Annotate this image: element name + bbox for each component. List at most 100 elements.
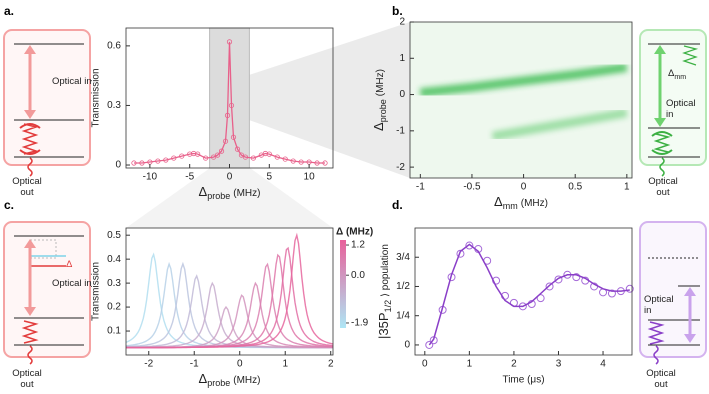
x-tick-label: -0.5 <box>463 182 481 193</box>
plot-area <box>425 241 634 349</box>
colorbar-tick-label: 0.0 <box>351 270 365 281</box>
label-main: Δ <box>199 371 208 386</box>
data-point <box>536 294 545 303</box>
optical-out: Optical out <box>646 368 676 390</box>
data-point <box>224 112 231 118</box>
ridge <box>419 62 628 98</box>
optical-out: Optical out <box>648 176 678 198</box>
y-tick-label: -2 <box>396 162 405 173</box>
label-sub: 1/2 <box>383 300 393 313</box>
panel-label: d. <box>392 198 403 212</box>
data-point <box>222 138 229 144</box>
y-tick-label: 0 <box>399 89 405 100</box>
x-tick-label: 0 <box>521 182 527 193</box>
level-diagram <box>3 29 91 177</box>
optical-in: Optical in <box>52 278 92 289</box>
colorbar <box>340 240 346 328</box>
plot-area <box>410 22 632 178</box>
zoom-connector <box>249 22 410 178</box>
optical-out: Optical out <box>12 368 42 390</box>
x-tick-label: 2 <box>328 359 334 370</box>
panel-label: c. <box>4 198 15 212</box>
data-point <box>572 273 581 282</box>
label-rest: (MHz) <box>375 69 386 96</box>
data-point <box>282 156 288 162</box>
data-point <box>234 146 241 152</box>
y-tick-label: 0.3 <box>107 100 121 111</box>
data-point <box>322 160 328 166</box>
symbol: Δ <box>668 68 675 79</box>
axes-frame <box>414 227 633 356</box>
y-tick-label: 1 <box>399 53 405 64</box>
data-point <box>179 153 185 159</box>
y-tick-label: 0.1 <box>107 326 121 337</box>
optical-in: Optical in <box>644 294 674 316</box>
data-point <box>290 158 296 164</box>
data-point <box>250 155 256 161</box>
data-point <box>266 151 272 157</box>
data-point <box>314 160 320 166</box>
heatmap-background <box>410 22 632 178</box>
data-point <box>139 160 145 166</box>
level-diagram <box>639 29 707 177</box>
plot-area <box>131 27 328 169</box>
y-tick-label: 2 <box>399 17 405 28</box>
axes-frame <box>409 21 633 179</box>
optical-out: Optical out <box>12 176 42 198</box>
x-tick-label: 0 <box>237 359 243 370</box>
data-point <box>625 284 634 293</box>
label-main: |35P <box>376 312 391 339</box>
data-point <box>203 155 209 161</box>
label-main: Δ <box>371 122 386 131</box>
delta-label: Δ <box>66 259 73 270</box>
data-point <box>456 249 465 258</box>
x-tick-label: -2 <box>144 359 153 370</box>
fit-line <box>428 243 630 346</box>
x-tick-label: 1 <box>467 359 473 370</box>
ridge <box>491 108 628 141</box>
x-tick-label: -10 <box>143 172 158 183</box>
label-sub: mm <box>503 201 518 211</box>
axis-label: |35P1/2 ⟩ population <box>376 244 393 339</box>
x-tick-label: 1 <box>282 359 288 370</box>
level-diagram <box>639 221 707 365</box>
x-tick-label: 0 <box>422 359 428 370</box>
subscript: mm <box>674 73 687 81</box>
data-point <box>195 151 201 157</box>
colorbar-label: Δ (MHz) <box>336 227 373 238</box>
optical-in: Optical in <box>666 98 696 120</box>
axis-label: Δprobe (MHz) <box>371 69 388 131</box>
level-diagram <box>3 221 91 365</box>
data-point <box>131 160 137 166</box>
optical-in: Optical in <box>52 76 92 87</box>
resonance-curve <box>126 253 334 349</box>
x-tick-label: -1 <box>416 182 425 193</box>
y-tick-label: 0.3 <box>107 278 121 289</box>
axis-label: Time (μs) <box>502 375 544 386</box>
x-tick-label: 1 <box>624 182 630 193</box>
data-point <box>545 282 554 291</box>
x-tick-label: 2 <box>511 359 517 370</box>
axes-frame <box>125 227 334 356</box>
data-point <box>242 154 249 160</box>
panel-label: a. <box>4 4 15 18</box>
x-tick-label: 0.5 <box>568 182 582 193</box>
data-point <box>214 152 221 158</box>
y-tick-label: 0.2 <box>107 302 121 313</box>
data-line <box>134 41 325 164</box>
zoom-connector <box>126 168 333 228</box>
axis-label: Transmission <box>91 262 102 321</box>
data-point <box>228 102 235 109</box>
label-rest: (MHz) <box>233 188 260 199</box>
data-point <box>238 152 245 158</box>
y-tick-label: 0.6 <box>107 41 121 52</box>
label-sub: probe <box>207 191 230 201</box>
label-sub: probe <box>207 378 230 388</box>
data-point <box>230 134 237 140</box>
x-tick-label: 3 <box>556 359 562 370</box>
data-point <box>298 159 304 165</box>
x-tick-label: -5 <box>185 172 194 183</box>
x-tick-label: 5 <box>267 172 273 183</box>
